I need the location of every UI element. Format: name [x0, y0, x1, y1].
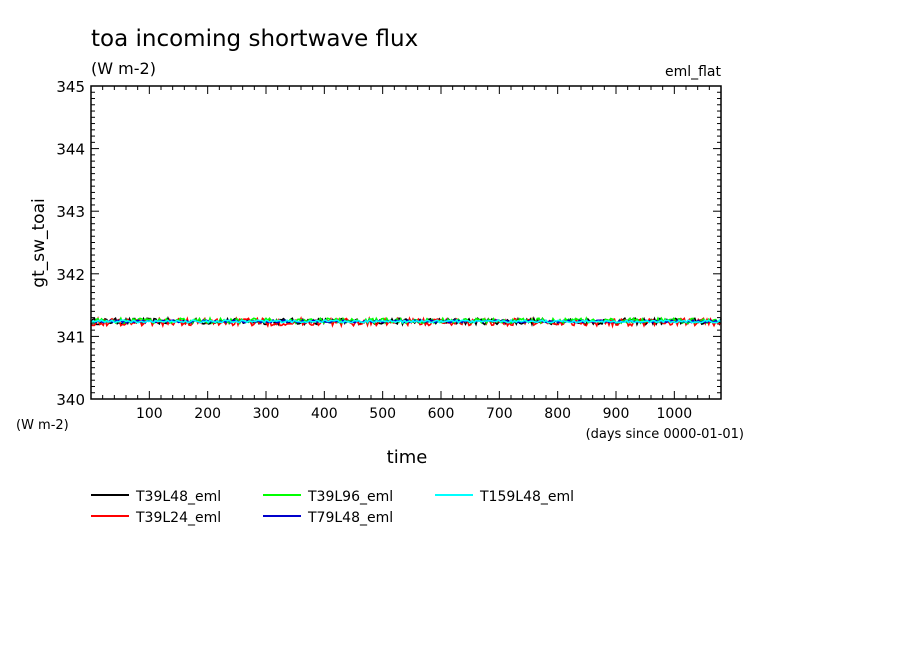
y-tick-label: 343	[56, 203, 85, 221]
legend-label: T39L96_eml	[307, 489, 393, 505]
legend: T39L48_eml T39L24_eml T39L96_eml T79L48_eml…	[91, 489, 574, 526]
legend-label: T159L48_eml	[479, 489, 574, 505]
x-axis-label: time	[387, 447, 428, 468]
y-tick-label: 345	[56, 78, 85, 96]
x-axis-units: (days since 0000-01-01)	[586, 427, 744, 442]
x-tick-label: 300	[253, 406, 280, 422]
y-axis-units: (W m-2)	[16, 418, 69, 433]
x-tick-label: 700	[486, 406, 513, 422]
x-tick-label: 600	[428, 406, 455, 422]
x-tick-label: 800	[544, 406, 571, 422]
plot-series	[90, 315, 722, 329]
y-tick-label: 344	[56, 141, 85, 159]
x-tick-label: 500	[369, 406, 396, 422]
legend-label: T39L24_eml	[135, 510, 221, 526]
plot-frame	[90, 85, 722, 400]
y-tick-label: 340	[56, 391, 85, 409]
series-line-T159L48_eml	[90, 318, 722, 324]
chart-units: (W m-2)	[91, 59, 156, 78]
chart-title: toa incoming shortwave flux	[91, 26, 418, 52]
x-tick-label: 200	[194, 406, 221, 422]
legend-label: T79L48_eml	[307, 510, 393, 526]
y-axis-label: gt_sw_toai	[29, 198, 49, 287]
y-axis-ticks: 340 341 342 343 344 345	[56, 78, 721, 409]
x-axis-ticks: 100 200 300 400 500 600 700 800 900 1000	[102, 86, 722, 422]
x-tick-label: 400	[311, 406, 338, 422]
y-tick-label: 342	[56, 266, 85, 284]
y-tick-label: 341	[56, 328, 85, 346]
x-tick-label: 100	[136, 406, 163, 422]
experiment-label: eml_flat	[665, 64, 722, 80]
x-tick-label: 1000	[657, 406, 693, 422]
x-tick-label: 900	[603, 406, 630, 422]
legend-label: T39L48_eml	[135, 489, 221, 505]
